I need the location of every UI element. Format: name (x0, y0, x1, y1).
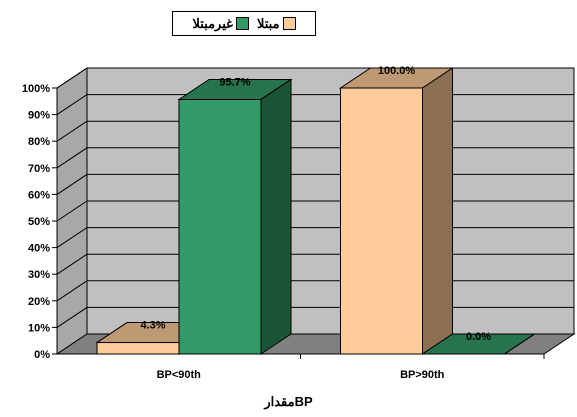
bar-front (340, 87, 423, 355)
y-tick-label: 50% (28, 216, 50, 228)
y-tick-label: 30% (28, 269, 50, 281)
bar-side (260, 78, 292, 355)
x-axis-title: مقدارBP (264, 394, 313, 409)
y-tick-label: 10% (28, 322, 50, 334)
y-tick-label: 80% (28, 136, 50, 148)
legend-label-affected: مبتلا (256, 15, 280, 31)
data-label: 0.0% (466, 331, 491, 343)
legend-item-not-affected: غيرمبتلا (192, 15, 249, 32)
data-label: 95.7% (219, 76, 250, 88)
y-tick-label: 40% (28, 243, 50, 255)
y-tick-label: 90% (28, 110, 50, 122)
bar-front (96, 342, 180, 355)
y-tick-label: 0% (34, 349, 50, 361)
x-tick-label: BP<90th (157, 369, 202, 381)
bar-side (422, 67, 453, 355)
x-tick-label: BP>90th (400, 369, 445, 381)
data-label: 100.0% (378, 65, 416, 77)
data-label: 4.3% (140, 320, 165, 332)
bar-side (504, 333, 535, 355)
y-tick-label: 70% (28, 163, 50, 175)
y-tick-label: 20% (28, 296, 50, 308)
y-tick-label: 60% (28, 189, 50, 201)
legend-label-not-affected: غيرمبتلا (192, 15, 233, 31)
legend-swatch-not-affected (235, 17, 249, 30)
legend-swatch-affected (282, 17, 296, 30)
y-tick-label: 100% (22, 83, 50, 95)
legend-item-affected: مبتلا (257, 16, 296, 32)
bar-front (178, 98, 262, 355)
chart-legend: مبتلا غيرمبتلا (172, 11, 316, 36)
